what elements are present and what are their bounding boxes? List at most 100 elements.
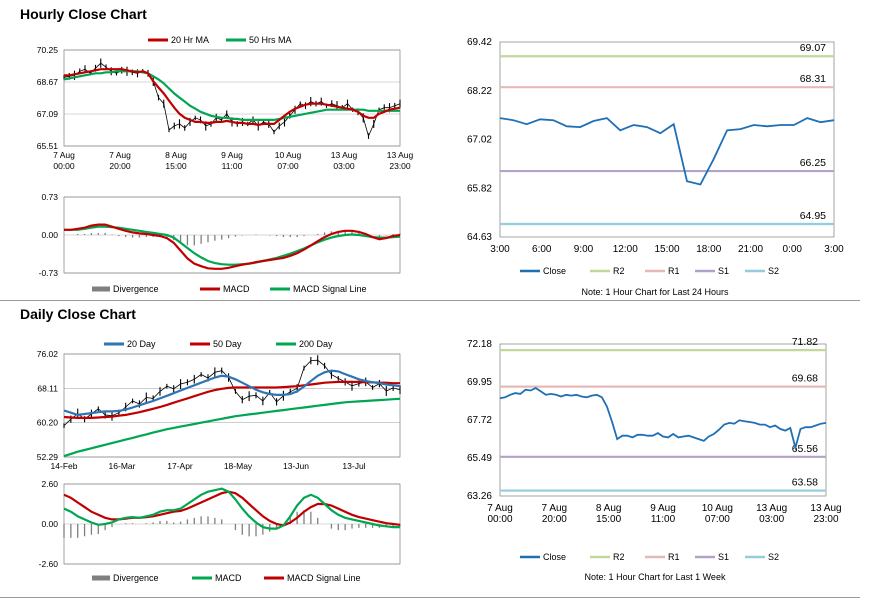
daily-price-ytick-3: 52.29 (37, 452, 59, 462)
hourly-macd-ytick-0: 0.73 (41, 192, 58, 202)
daily-20day-ma-line (63, 369, 401, 417)
daily-pivot-xtick-6-line1: 23:00 (813, 514, 838, 525)
daily-pivot-xtick-3-line0: 9 Aug (650, 503, 676, 514)
hourly-macd-line (64, 223, 401, 270)
bottom-divider (0, 597, 860, 598)
hourly-pivot-legend-s2-label: S2 (768, 266, 779, 276)
hourly-pivot-xtick-2: 9:00 (574, 244, 594, 255)
hourly-pivot-xtick-1: 6:00 (532, 244, 552, 255)
hourly-pivot-r2-label: 69.07 (800, 42, 826, 54)
daily-pivot-xtick-0-line0: 7 Aug (487, 503, 513, 514)
daily-macd-legend-macd-label: MACD (215, 573, 242, 583)
daily-price-xtick-5: 13-Jul (342, 461, 365, 471)
hourly-price-xtick-1-line1: 20:00 (109, 161, 131, 171)
daily-pivot-s2-label: 63.58 (792, 477, 818, 489)
hourly-price-ytick-2: 67.09 (37, 109, 59, 119)
daily-pivot-xtick-4-line1: 07:00 (705, 514, 730, 525)
daily-pivot-xtick-2-line1: 15:00 (596, 514, 621, 525)
hourly-macd-signal-line (64, 225, 401, 266)
hourly-pivot-close-line (499, 117, 835, 186)
daily-pivot-ytick-2: 67.72 (467, 415, 492, 426)
daily-pivot-legend-s1-label: S1 (718, 552, 729, 562)
hourly-pivot-ytick-0: 69.42 (467, 37, 492, 48)
hourly-pivot-s2-label: 64.95 (800, 210, 826, 222)
hourly-pivot-plot-area (499, 41, 835, 238)
hourly-pivot-xtick-7: 0:00 (783, 244, 803, 255)
daily-pivot-ytick-0: 72.18 (467, 339, 492, 350)
hourly-pivot-legend-r1-label: R1 (668, 266, 680, 276)
daily-pivot-s1-label: 65.56 (792, 443, 818, 455)
hourly-pivot-xtick-6: 21:00 (738, 244, 763, 255)
hourly-pivot-s1-label: 66.25 (800, 157, 826, 169)
hourly-pivot-ytick-3: 65.82 (467, 183, 492, 194)
hourly-macd-legend-divergence-label: Divergence (113, 284, 159, 294)
hourly-pivot-xtick-5: 18:00 (696, 244, 721, 255)
daily-price-legend-20day-label: 20 Day (127, 339, 156, 349)
hourly-pivot-legend-r2-label: R2 (613, 266, 625, 276)
daily-pivot-close-line (499, 386, 827, 452)
hourly-macd-ytick-1: 0.00 (41, 230, 58, 240)
hourly-macd-legend-signal-label: MACD Signal Line (293, 284, 367, 294)
hourly-price-ytick-0: 70.25 (37, 45, 59, 55)
hourly-section-title: Hourly Close Chart (20, 6, 147, 22)
daily-pivot-r2-label: 71.82 (792, 336, 818, 348)
hourly-price-xtick-4-line0: 10 Aug (275, 150, 302, 160)
daily-macd-ytick-2: -2.60 (39, 559, 59, 569)
daily-pivot-legend-r2-label: R2 (613, 552, 625, 562)
hourly-price-legend-20hr-ma-label: 20 Hr MA (171, 35, 209, 45)
hourly-20hr-ma-line (64, 68, 401, 127)
hourly-pivot-r1-label: 68.31 (800, 73, 826, 85)
daily-price-xtick-2: 17-Apr (167, 461, 193, 471)
hourly-price-ytick-3: 65.51 (37, 141, 59, 151)
daily-200day-ma-line (63, 397, 401, 458)
hourly-price-xtick-5-line1: 03:00 (333, 161, 355, 171)
hourly-pivot-xtick-8: 3:00 (824, 244, 844, 255)
hourly-price-xtick-2-line0: 8 Aug (165, 150, 187, 160)
daily-macd-legend-divergence-label: Divergence (113, 573, 159, 583)
daily-price-xtick-3: 18-May (224, 461, 253, 471)
daily-section-title: Daily Close Chart (20, 306, 136, 322)
hourly-macd-legend-macd-label: MACD (223, 284, 250, 294)
daily-pivot-r1-label: 69.68 (792, 373, 818, 385)
daily-50day-ma-line (63, 380, 400, 419)
hourly-pivot-xtick-4: 15:00 (654, 244, 679, 255)
daily-pivot-xtick-6-line0: 13 Aug (810, 503, 841, 514)
daily-macd-chart: 2.60 0.00 -2.60 Divergence MACD MACD Signal L… (39, 479, 401, 583)
hourly-pivot-ytick-2: 67.02 (467, 135, 492, 146)
daily-pivot-ytick-3: 65.49 (467, 453, 492, 464)
hourly-pivot-xtick-0: 3:00 (490, 244, 510, 255)
hourly-price-legend-50hr-ma-label: 50 Hrs MA (249, 35, 292, 45)
daily-macd-ytick-0: 2.60 (41, 479, 58, 489)
daily-pivot-xtick-3-line1: 11:00 (651, 514, 676, 525)
hourly-pivot-ytick-4: 64.63 (467, 232, 492, 243)
daily-pivot-xtick-5-line0: 13 Aug (756, 503, 787, 514)
daily-macd-legend-signal-label: MACD Signal Line (287, 573, 361, 583)
daily-price-plot-area (63, 353, 401, 458)
hourly-price-xtick-6-line1: 23:00 (389, 161, 411, 171)
daily-pivot-xtick-5-line1: 03:00 (759, 514, 784, 525)
hourly-price-xtick-4-line1: 07:00 (277, 161, 299, 171)
daily-pivot-note: Note: 1 Hour Chart for Last 1 Week (584, 572, 726, 582)
daily-price-ytick-2: 60.20 (37, 418, 59, 428)
daily-price-ytick-0: 76.02 (37, 349, 59, 359)
hourly-price-xtick-0-line1: 00:00 (53, 161, 75, 171)
hourly-price-xtick-0-line0: 7 Aug (53, 150, 75, 160)
daily-pivot-legend-close-label: Close (543, 552, 566, 562)
hourly-price-xtick-6-line0: 13 Aug (387, 150, 414, 160)
daily-pivot-xtick-2-line0: 8 Aug (596, 503, 622, 514)
daily-pivot-xtick-1-line0: 7 Aug (542, 503, 568, 514)
hourly-macd-ytick-2: -0.73 (39, 268, 59, 278)
section-divider (0, 300, 860, 301)
daily-price-xtick-0: 14-Feb (51, 461, 78, 471)
hourly-price-ytick-1: 68.67 (37, 77, 59, 87)
daily-macd-ytick-1: 0.00 (41, 519, 58, 529)
daily-pivot-xtick-4-line0: 10 Aug (702, 503, 733, 514)
daily-pivot-xtick-0-line1: 00:00 (487, 514, 512, 525)
daily-pivot-ytick-4: 63.26 (467, 491, 492, 502)
hourly-pivot-legend-close-label: Close (543, 266, 566, 276)
hourly-pivot-note: Note: 1 Hour Chart for Last 24 Hours (581, 287, 729, 297)
daily-price-legend-50day-label: 50 Day (213, 339, 242, 349)
